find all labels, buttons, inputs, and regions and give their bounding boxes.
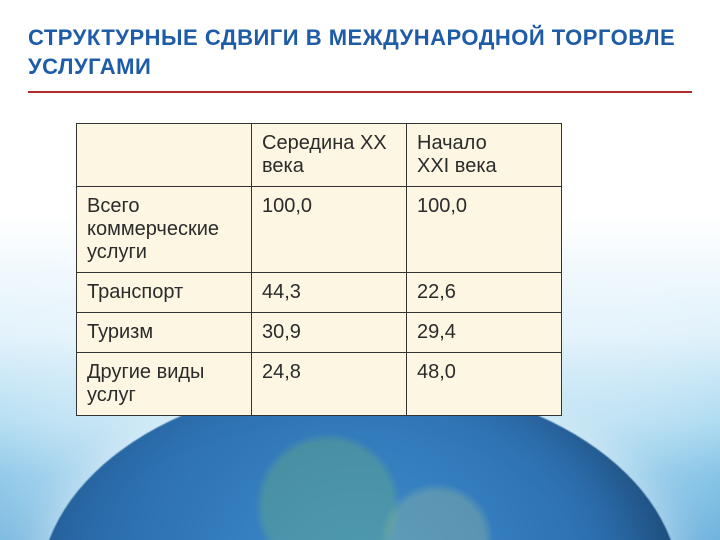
row-val-a: 100,0 — [252, 187, 407, 273]
table-row: Другие виды услуг 24,8 48,0 — [77, 353, 562, 416]
row-label: Всего коммерческие услуги — [77, 187, 252, 273]
table-row: Всего коммерческие услуги 100,0 100,0 — [77, 187, 562, 273]
row-val-b: 22,6 — [407, 273, 562, 313]
header-cell-mid20c: Середина XX века — [252, 124, 407, 187]
slide-title: СТРУКТУРНЫЕ СДВИГИ В МЕЖДУНАРОДНОЙ ТОРГО… — [28, 24, 692, 81]
row-val-b: 29,4 — [407, 313, 562, 353]
row-val-b: 48,0 — [407, 353, 562, 416]
row-label: Транспорт — [77, 273, 252, 313]
services-table: Середина XX века НачалоXXI века Всего ко… — [76, 123, 562, 416]
table-row: Туризм 30,9 29,4 — [77, 313, 562, 353]
row-label: Другие виды услуг — [77, 353, 252, 416]
row-label: Туризм — [77, 313, 252, 353]
title-underline — [28, 91, 692, 93]
row-val-a: 24,8 — [252, 353, 407, 416]
header-cell-early21c: НачалоXXI века — [407, 124, 562, 187]
table-header-row: Середина XX века НачалоXXI века — [77, 124, 562, 187]
slide: СТРУКТУРНЫЕ СДВИГИ В МЕЖДУНАРОДНОЙ ТОРГО… — [0, 0, 720, 540]
table-container: Середина XX века НачалоXXI века Всего ко… — [76, 123, 692, 416]
header-cell-empty — [77, 124, 252, 187]
row-val-a: 30,9 — [252, 313, 407, 353]
row-val-a: 44,3 — [252, 273, 407, 313]
row-val-b: 100,0 — [407, 187, 562, 273]
table-row: Транспорт 44,3 22,6 — [77, 273, 562, 313]
